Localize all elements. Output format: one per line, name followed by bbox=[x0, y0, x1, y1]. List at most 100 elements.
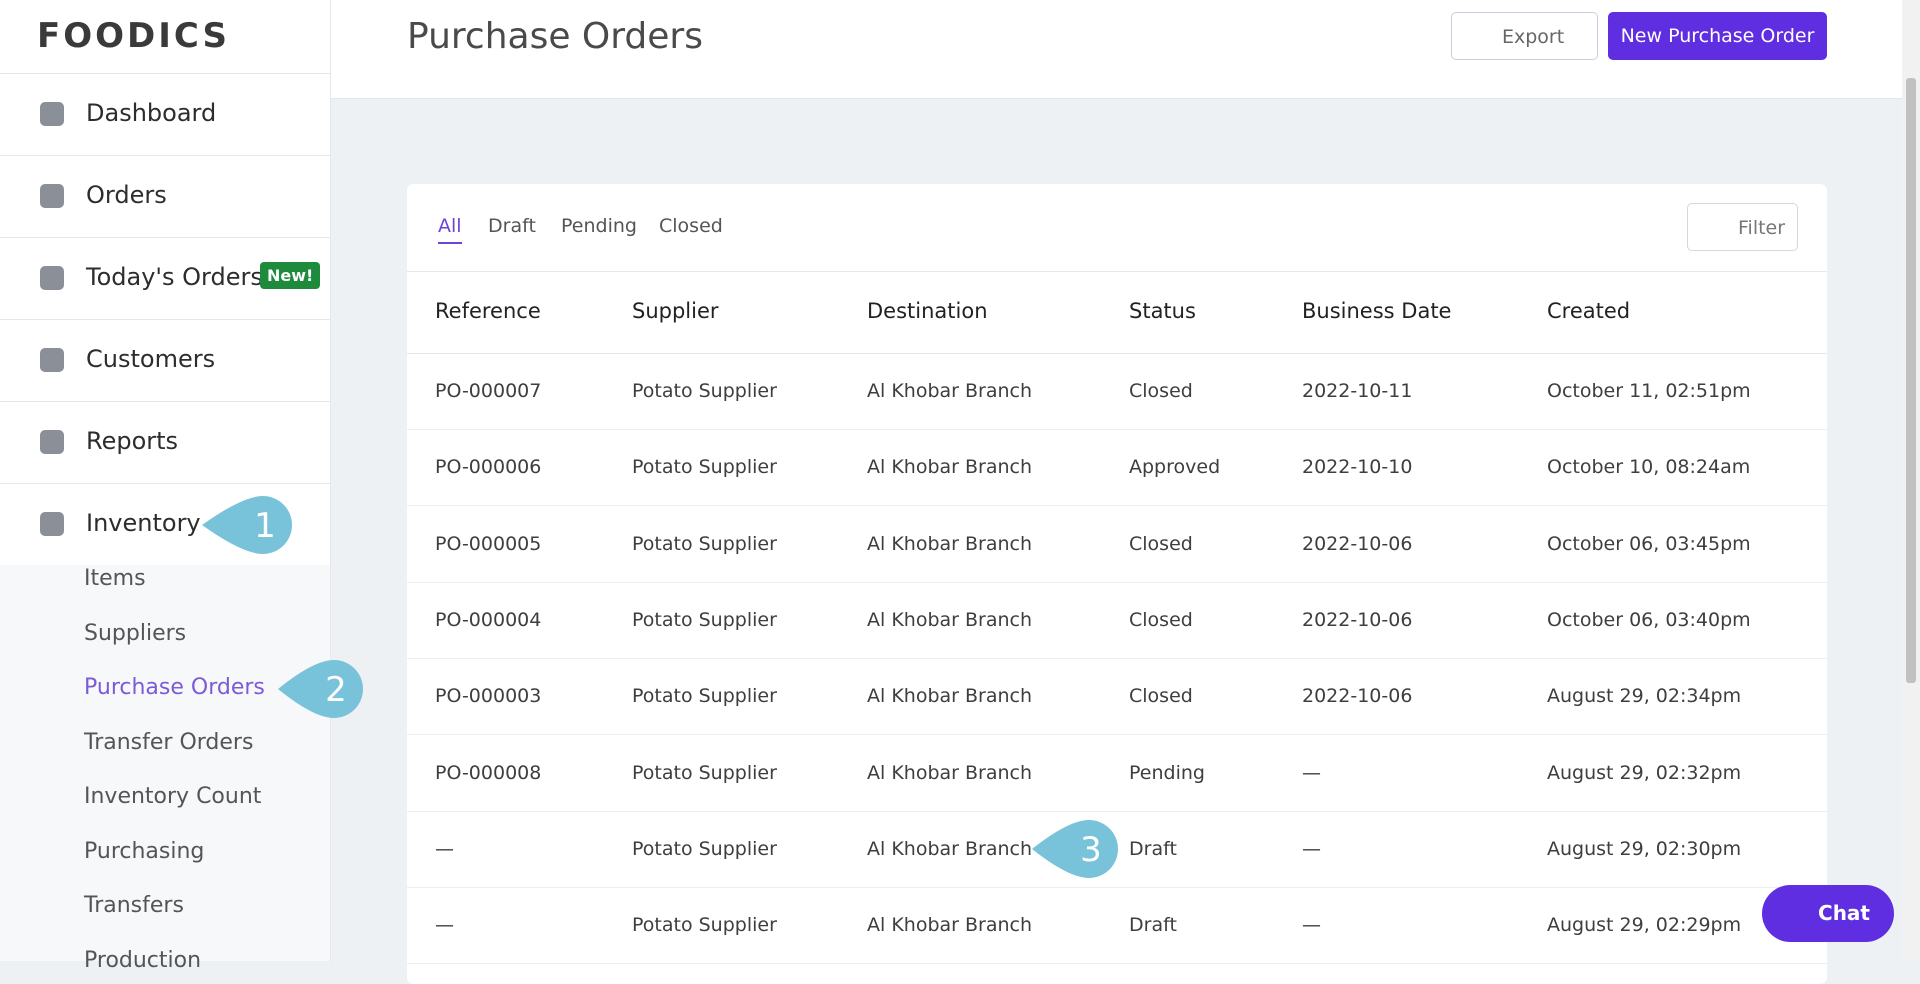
nav-icon bbox=[40, 430, 64, 454]
nav-icon bbox=[40, 348, 64, 372]
tabs-divider bbox=[407, 271, 1827, 272]
callout bbox=[278, 660, 363, 718]
new-badge: New! bbox=[260, 262, 321, 289]
table-cell: Potato Supplier bbox=[632, 685, 777, 708]
submenu-item[interactable]: Purchasing bbox=[84, 838, 205, 864]
header-divider bbox=[407, 353, 1827, 354]
filter-button[interactable]: Filter bbox=[1687, 203, 1798, 251]
table-cell: 2022-10-11 bbox=[1302, 380, 1413, 402]
table-cell: 2022-10-06 bbox=[1302, 685, 1413, 708]
column-header: Reference bbox=[435, 299, 541, 323]
export-button[interactable]: Export bbox=[1451, 12, 1598, 60]
table-cell: 2022-10-10 bbox=[1302, 456, 1413, 479]
table-cell: Draft bbox=[1129, 837, 1177, 860]
callout-layer: 1 2 3 bbox=[202, 496, 1118, 878]
table-cell: Approved bbox=[1129, 456, 1221, 479]
table-cell: PO-000005 bbox=[435, 532, 542, 555]
table-cell: Al Khobar Branch bbox=[867, 608, 1033, 631]
table-cell: October 10, 08:24am bbox=[1547, 456, 1751, 479]
nav-divider bbox=[0, 401, 330, 402]
nav-item[interactable]: Orders bbox=[86, 181, 167, 209]
table-cell: Al Khobar Branch bbox=[867, 532, 1033, 555]
nav-item[interactable]: Inventory bbox=[86, 509, 201, 537]
table-cell: Potato Supplier bbox=[632, 761, 777, 784]
nav-icon bbox=[40, 102, 64, 126]
table-row[interactable] bbox=[407, 582, 1827, 659]
submenu-item[interactable]: Transfer Orders bbox=[84, 729, 254, 755]
table-cell: Potato Supplier bbox=[632, 837, 777, 860]
nav-item[interactable]: Reports bbox=[86, 427, 179, 455]
table-cell: Potato Supplier bbox=[632, 532, 777, 555]
table-row[interactable] bbox=[407, 658, 1827, 736]
table-cell: Pending bbox=[1129, 761, 1205, 784]
table-cell: PO-000007 bbox=[435, 380, 542, 402]
table-cell: Closed bbox=[1129, 380, 1193, 402]
table-row[interactable] bbox=[407, 735, 1827, 812]
table-row[interactable] bbox=[407, 811, 1827, 888]
table-cell: Closed bbox=[1129, 532, 1193, 555]
table-cell: Al Khobar Branch bbox=[867, 761, 1033, 784]
logo: FOODICS bbox=[37, 16, 230, 56]
table-cell: PO-000008 bbox=[435, 761, 542, 784]
table-cell: Al Khobar Branch bbox=[867, 837, 1033, 860]
nav-divider bbox=[0, 319, 330, 320]
submenu-bg bbox=[0, 565, 330, 961]
tab[interactable]: Closed bbox=[659, 215, 723, 237]
table-cell: October 11, 02:51pm bbox=[1547, 380, 1751, 402]
table-cell: Al Khobar Branch bbox=[867, 380, 1033, 402]
table-cell: October 06, 03:45pm bbox=[1547, 532, 1751, 555]
table-cell: PO-000003 bbox=[435, 685, 542, 708]
table-row[interactable] bbox=[407, 353, 1827, 430]
chat-button[interactable]: Chat bbox=[1762, 885, 1894, 942]
table-cell: — bbox=[435, 914, 454, 937]
table-cell: — bbox=[435, 837, 454, 860]
sidebar-divider bbox=[0, 73, 330, 74]
column-header: Destination bbox=[867, 299, 988, 323]
scroll-thumb bbox=[1906, 78, 1916, 683]
new-po-button[interactable]: New Purchase Order bbox=[1608, 12, 1827, 60]
table-cell: — bbox=[1302, 761, 1321, 784]
table-cell: Potato Supplier bbox=[632, 456, 777, 479]
column-header: Supplier bbox=[632, 299, 719, 323]
table-cell: 2022-10-06 bbox=[1302, 608, 1413, 631]
nav-item[interactable]: Dashboard bbox=[86, 99, 217, 127]
table-cell: Potato Supplier bbox=[632, 914, 777, 937]
table-cell: August 29, 02:32pm bbox=[1547, 761, 1742, 784]
nav-icon bbox=[40, 512, 64, 536]
submenu-item[interactable]: Items bbox=[84, 566, 146, 591]
table-cell: Closed bbox=[1129, 608, 1193, 631]
callout-number: 3 bbox=[1080, 830, 1102, 870]
submenu-item[interactable]: Inventory Count bbox=[84, 784, 262, 809]
tab[interactable]: Pending bbox=[561, 215, 637, 237]
nav-item[interactable]: Customers bbox=[86, 345, 216, 373]
table-cell: PO-000006 bbox=[435, 456, 542, 479]
nav-divider bbox=[0, 155, 330, 156]
table-cell: — bbox=[1302, 837, 1321, 860]
nav-divider bbox=[0, 237, 330, 238]
nav-item[interactable]: Today's Orders bbox=[86, 263, 263, 291]
table-row[interactable] bbox=[407, 429, 1827, 507]
tab[interactable]: All bbox=[438, 215, 462, 244]
table-cell: Al Khobar Branch bbox=[867, 685, 1033, 708]
callout bbox=[1032, 820, 1118, 878]
table-cell: 2022-10-06 bbox=[1302, 532, 1413, 555]
table-cell: PO-000004 bbox=[435, 608, 542, 631]
table-cell: August 29, 02:34pm bbox=[1547, 685, 1742, 708]
tab[interactable]: Draft bbox=[488, 215, 536, 237]
nav-divider bbox=[0, 483, 330, 484]
submenu-item[interactable]: Suppliers bbox=[84, 620, 187, 646]
column-header: Created bbox=[1547, 299, 1631, 323]
table-cell: October 06, 03:40pm bbox=[1547, 608, 1751, 631]
table-row[interactable] bbox=[407, 506, 1827, 583]
column-header: Status bbox=[1129, 299, 1196, 323]
submenu-item[interactable]: Purchase Orders bbox=[84, 675, 265, 700]
nav-icon bbox=[40, 184, 64, 208]
page-title: Purchase Orders bbox=[407, 16, 703, 57]
callout-number: 1 bbox=[254, 506, 276, 546]
submenu-item[interactable]: Transfers bbox=[84, 893, 184, 918]
table-cell: Al Khobar Branch bbox=[867, 456, 1033, 479]
table-cell: — bbox=[1302, 914, 1321, 937]
nav-icon bbox=[40, 266, 64, 290]
filter-label: Filter bbox=[1738, 217, 1786, 239]
